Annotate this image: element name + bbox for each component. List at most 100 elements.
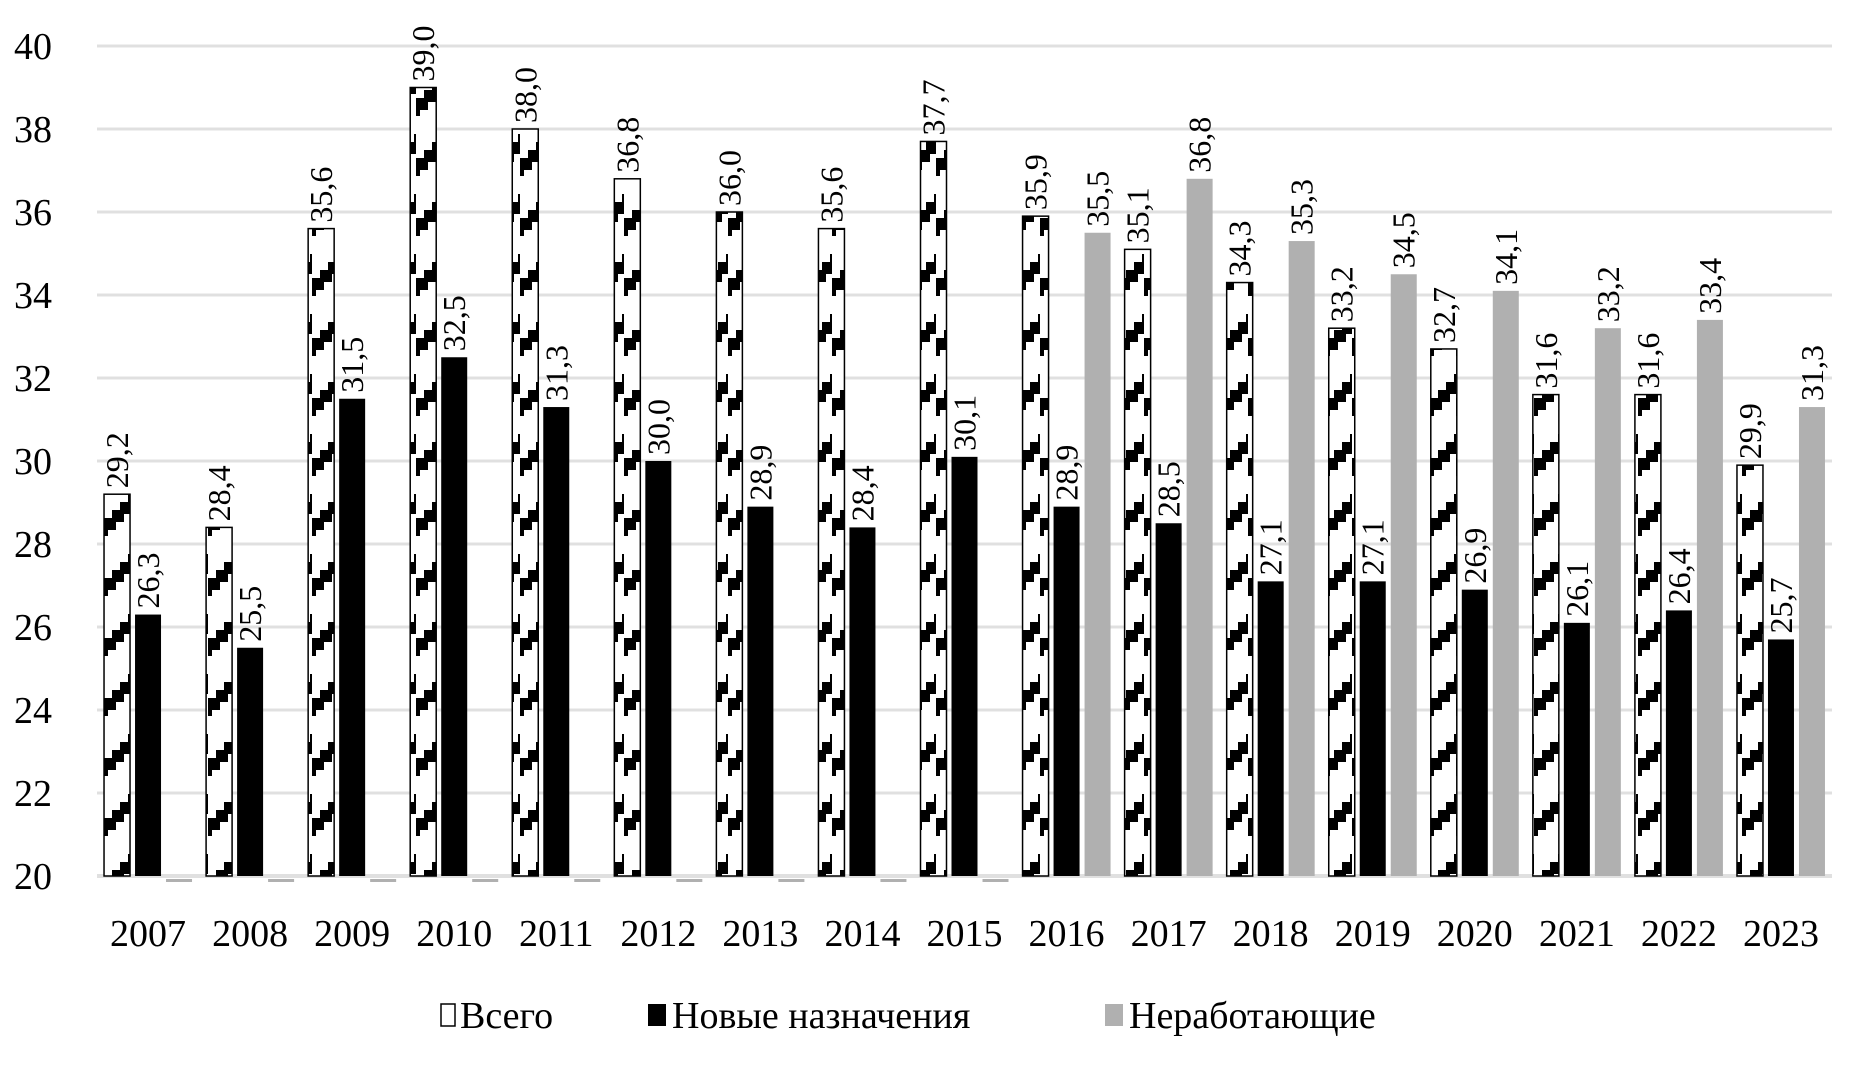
x-tick-label: 2016 bbox=[1029, 913, 1105, 955]
data-label: 29,9 bbox=[1732, 403, 1768, 459]
legend-swatch-hatched bbox=[440, 1003, 456, 1027]
bar-1 bbox=[237, 647, 264, 876]
bar-1 bbox=[1155, 523, 1182, 876]
bar-1 bbox=[849, 527, 876, 876]
data-label: 32,7 bbox=[1426, 287, 1462, 343]
y-axis-ticks: 20 22 24 26 28 30 32 34 36 38 40 bbox=[14, 26, 52, 898]
bar-2 bbox=[1390, 274, 1417, 876]
bar-1 bbox=[1053, 506, 1080, 876]
data-label: 31,6 bbox=[1630, 333, 1666, 389]
bar-2 bbox=[1186, 178, 1213, 877]
x-tick-label: 2015 bbox=[927, 913, 1003, 955]
bar-1 bbox=[1257, 581, 1284, 876]
x-tick-label: 2008 bbox=[212, 913, 288, 955]
y-tick-label: 28 bbox=[14, 524, 52, 566]
x-tick-label: 2014 bbox=[824, 913, 900, 955]
bar-0 bbox=[1123, 248, 1152, 877]
bar-0 bbox=[103, 493, 131, 877]
x-tick-label: 2007 bbox=[110, 913, 186, 955]
data-labels: 29,2 26,3 28,4 25,5 35,6 31,5 39,0 32,5 38,0 31,3… bbox=[99, 26, 1830, 642]
bar-1 bbox=[645, 461, 672, 876]
legend-swatch-black bbox=[648, 1004, 666, 1026]
data-label: 25,7 bbox=[1763, 577, 1799, 633]
bar-0 bbox=[511, 128, 540, 877]
bar-empty bbox=[880, 879, 907, 882]
bar-empty bbox=[472, 879, 499, 882]
data-label: 33,4 bbox=[1692, 258, 1728, 314]
y-tick-label: 32 bbox=[14, 358, 52, 400]
data-label: 36,0 bbox=[711, 150, 747, 206]
bar-0 bbox=[1021, 215, 1050, 877]
data-label: 33,2 bbox=[1324, 266, 1360, 322]
x-tick-label: 2020 bbox=[1437, 913, 1513, 955]
data-label: 31,3 bbox=[1794, 345, 1830, 401]
bar-empty bbox=[676, 879, 703, 882]
data-label: 26,1 bbox=[1559, 561, 1595, 617]
data-label: 26,9 bbox=[1457, 528, 1493, 584]
data-label: 28,9 bbox=[742, 445, 778, 501]
data-label: 28,5 bbox=[1151, 461, 1187, 517]
data-label: 35,1 bbox=[1120, 187, 1156, 243]
bar-0 bbox=[1430, 348, 1458, 877]
bar-0 bbox=[1327, 327, 1356, 877]
data-label: 28,4 bbox=[844, 465, 880, 521]
data-label: 25,5 bbox=[232, 586, 268, 642]
data-label: 36,8 bbox=[1182, 117, 1218, 173]
bar-0 bbox=[1532, 393, 1560, 877]
data-label: 31,6 bbox=[1528, 333, 1564, 389]
bar-1 bbox=[1461, 589, 1488, 876]
y-tick-label: 40 bbox=[14, 26, 52, 68]
data-label: 33,2 bbox=[1590, 266, 1626, 322]
bar-0 bbox=[1225, 281, 1254, 877]
data-label: 36,8 bbox=[609, 117, 645, 173]
data-label: 35,9 bbox=[1018, 154, 1054, 210]
x-axis-ticks: 2007 2008 2009 2010 2011 2012 2013 2014 2015 2016… bbox=[110, 913, 1819, 955]
data-label: 37,7 bbox=[916, 79, 952, 135]
data-label: 39,0 bbox=[405, 26, 441, 82]
data-label: 27,1 bbox=[1253, 519, 1289, 575]
data-label: 32,5 bbox=[436, 295, 472, 351]
data-label: 26,4 bbox=[1661, 548, 1697, 604]
bar-0 bbox=[919, 140, 948, 877]
data-label: 38,0 bbox=[507, 67, 543, 123]
bar-0 bbox=[715, 211, 744, 877]
bar-2 bbox=[1594, 328, 1621, 876]
bar-2 bbox=[1492, 290, 1519, 877]
data-label: 27,1 bbox=[1355, 519, 1391, 575]
x-tick-label: 2009 bbox=[314, 913, 390, 955]
bar-0 bbox=[613, 178, 642, 877]
bar-0 bbox=[1634, 393, 1662, 877]
bar-0 bbox=[205, 526, 233, 877]
x-tick-label: 2022 bbox=[1641, 913, 1717, 955]
legend-label: Новые назначения bbox=[672, 995, 970, 1037]
data-label: 35,3 bbox=[1284, 179, 1320, 235]
bar-0 bbox=[817, 227, 846, 877]
bar-empty bbox=[268, 879, 295, 882]
data-label: 29,2 bbox=[99, 432, 135, 488]
data-label: 34,3 bbox=[1222, 221, 1258, 277]
legend: Всего Новые назначения Неработающие bbox=[440, 995, 1376, 1037]
bars bbox=[103, 86, 1825, 882]
bar-0 bbox=[409, 86, 437, 877]
bar-1 bbox=[1563, 622, 1590, 876]
bar-1 bbox=[1665, 610, 1692, 876]
y-tick-label: 30 bbox=[14, 441, 52, 483]
bar-2 bbox=[1696, 319, 1723, 876]
legend-label: Неработающие bbox=[1129, 995, 1376, 1037]
x-tick-label: 2011 bbox=[519, 913, 594, 955]
x-tick-label: 2017 bbox=[1131, 913, 1207, 955]
x-tick-label: 2013 bbox=[722, 913, 798, 955]
bar-empty bbox=[166, 879, 193, 882]
bar-0 bbox=[307, 227, 335, 877]
y-tick-label: 24 bbox=[14, 690, 52, 732]
x-tick-label: 2010 bbox=[416, 913, 492, 955]
bar-2 bbox=[1084, 232, 1111, 876]
data-label: 28,4 bbox=[201, 465, 237, 521]
bar-0 bbox=[1736, 464, 1764, 877]
bar-empty bbox=[778, 879, 805, 882]
x-tick-label: 2019 bbox=[1335, 913, 1411, 955]
bar-1 bbox=[1359, 581, 1386, 876]
data-label: 34,5 bbox=[1386, 212, 1422, 268]
bar-empty bbox=[370, 879, 397, 882]
